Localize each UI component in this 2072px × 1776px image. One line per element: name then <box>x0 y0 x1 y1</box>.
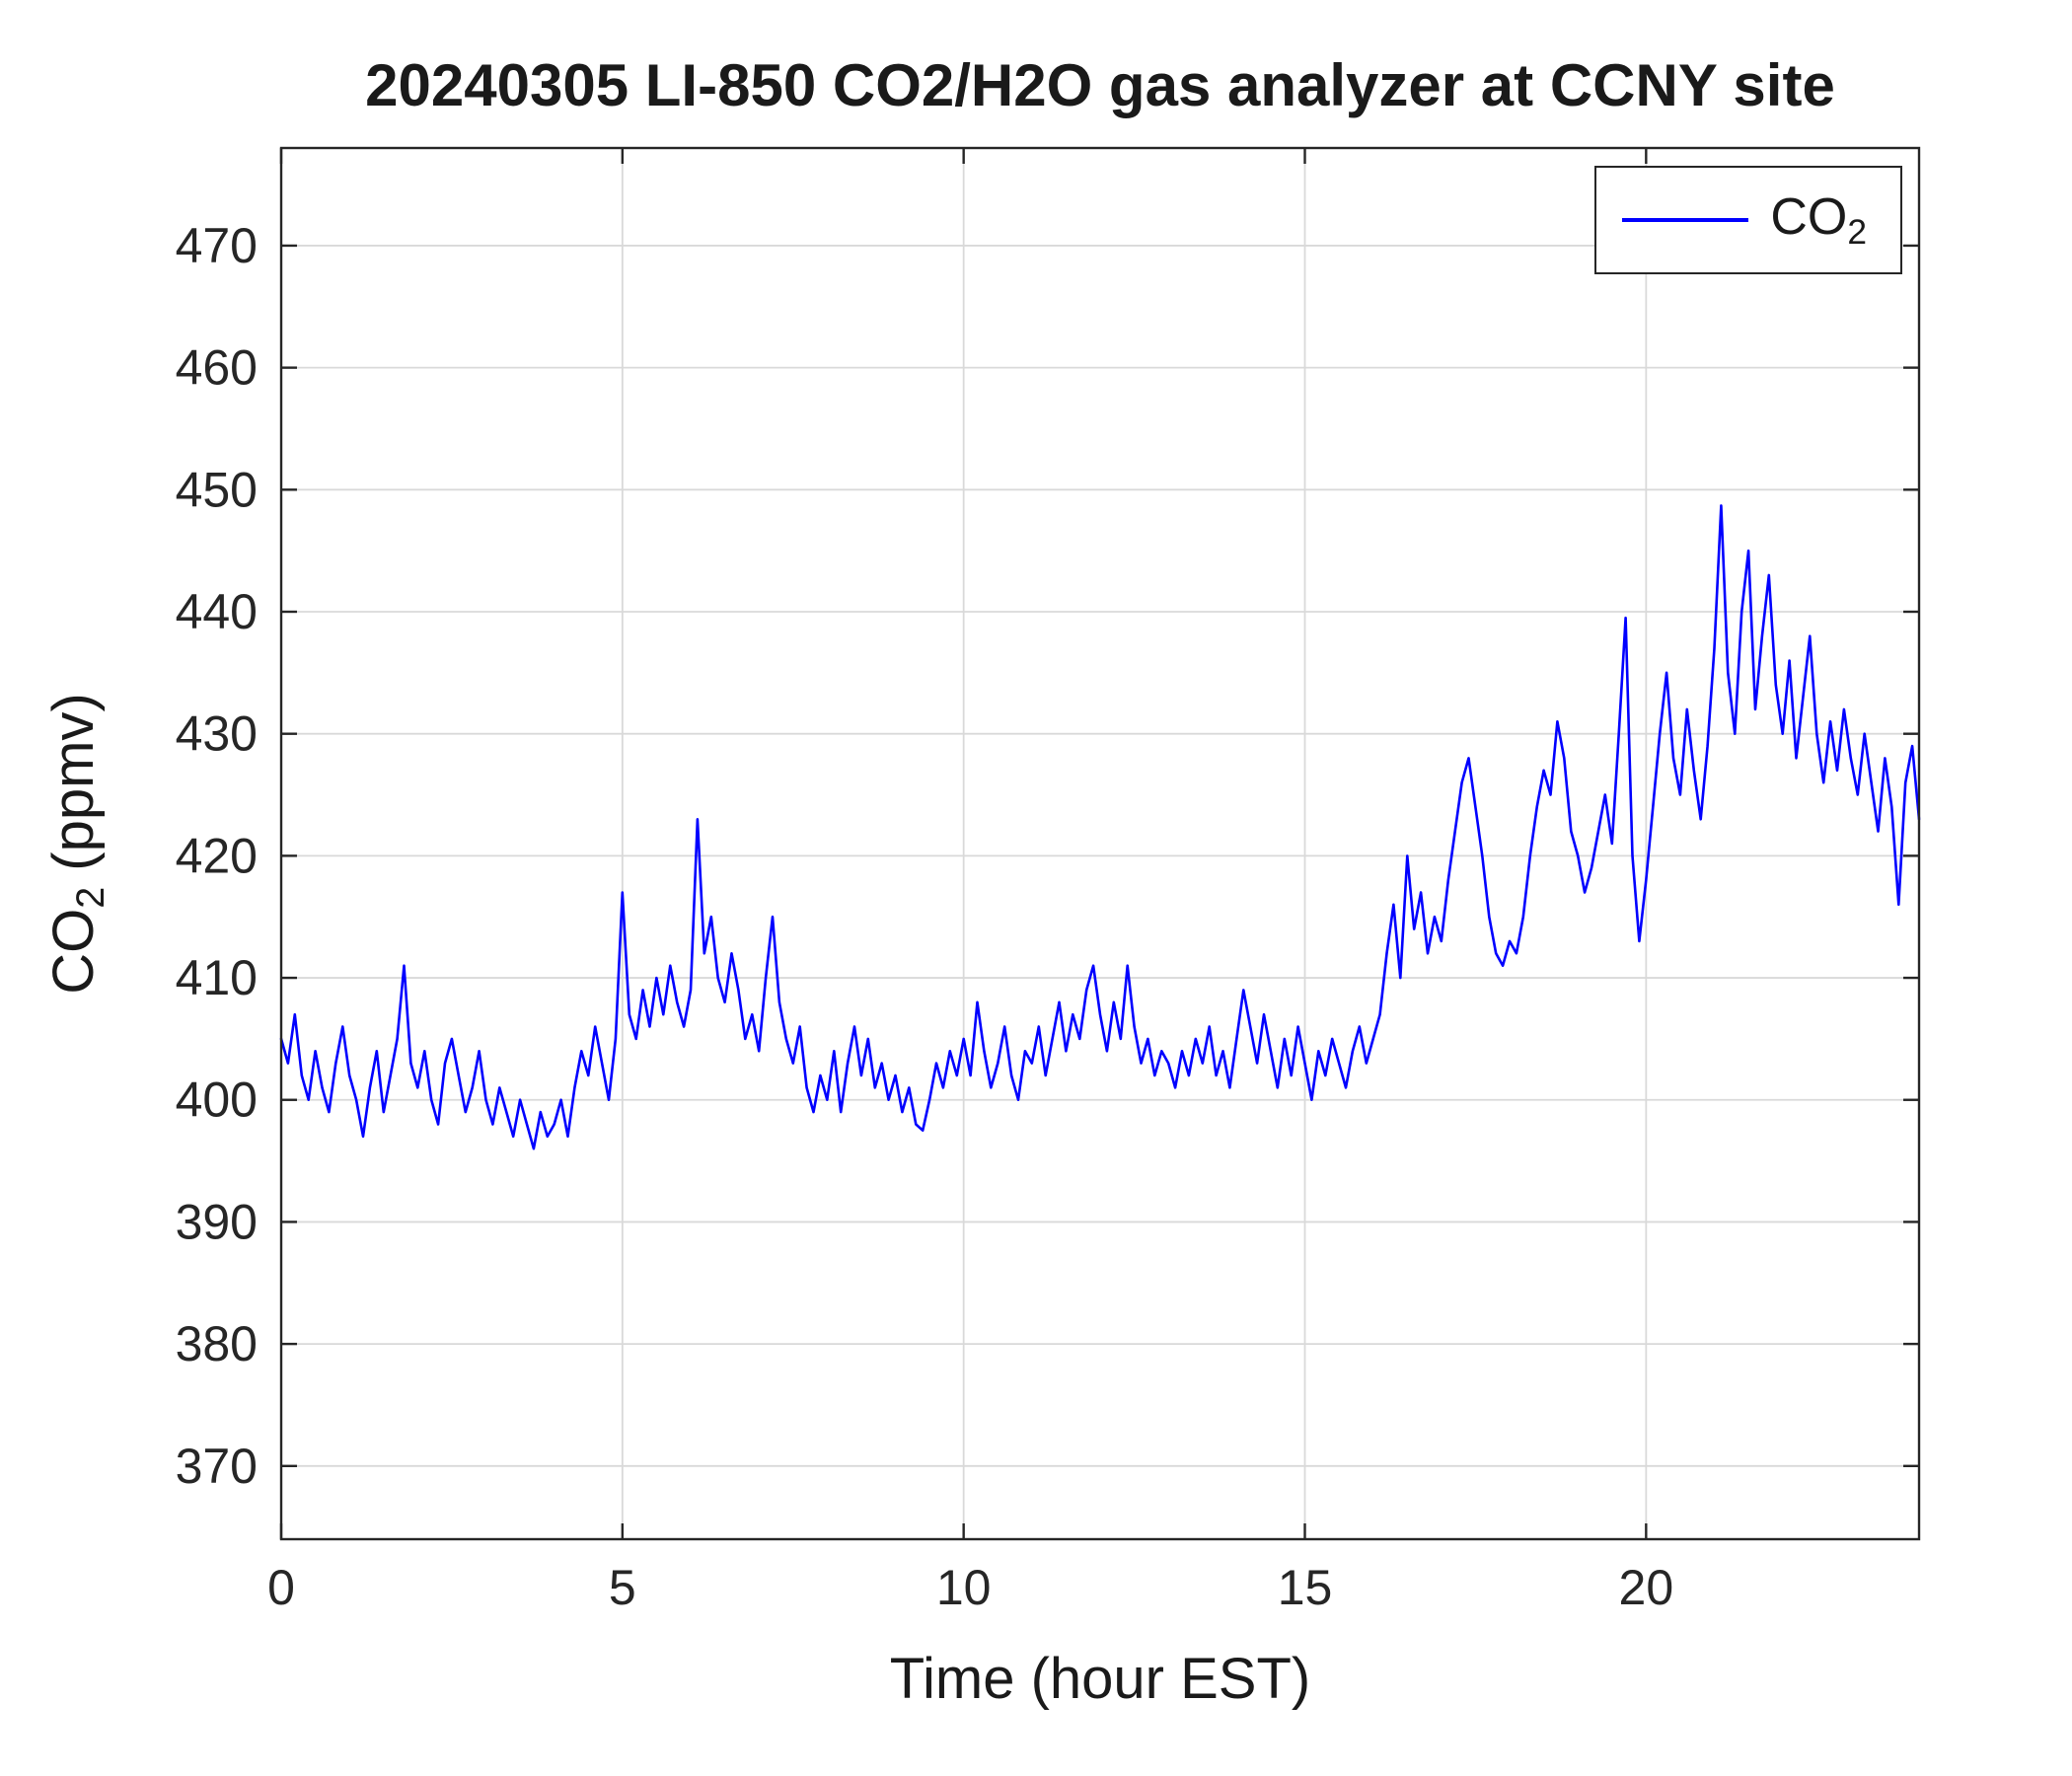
y-tick-label: 430 <box>176 706 258 762</box>
chart-title: 20240305 LI-850 CO2/H2O gas analyzer at … <box>365 52 1835 118</box>
co2-series-line <box>279 504 1921 1150</box>
x-tick-label: 20 <box>1619 1560 1674 1615</box>
y-tick-label: 410 <box>176 950 258 1005</box>
legend-label: CO2 <box>1770 188 1867 252</box>
y-axis-label: CO2 (ppmv) <box>40 693 113 995</box>
x-tick-label: 10 <box>936 1560 992 1615</box>
x-tick-label: 5 <box>609 1560 636 1615</box>
y-tick-label: 370 <box>176 1439 258 1494</box>
x-tick-label: 0 <box>267 1560 295 1615</box>
x-axis-label: Time (hour EST) <box>889 1647 1311 1711</box>
legend-line-sample <box>1622 217 1749 222</box>
y-tick-label: 470 <box>176 218 258 273</box>
axes-box <box>279 146 1921 1541</box>
y-tick-label: 390 <box>176 1194 258 1249</box>
legend: CO2 <box>1594 166 1902 274</box>
x-tick-label: 15 <box>1278 1560 1333 1615</box>
y-tick-label: 460 <box>176 340 258 396</box>
y-tick-label: 420 <box>176 828 258 883</box>
y-tick-label: 380 <box>176 1316 258 1371</box>
y-tick-label: 400 <box>176 1073 258 1128</box>
y-tick-label: 440 <box>176 584 258 639</box>
y-tick-label: 450 <box>176 462 258 517</box>
